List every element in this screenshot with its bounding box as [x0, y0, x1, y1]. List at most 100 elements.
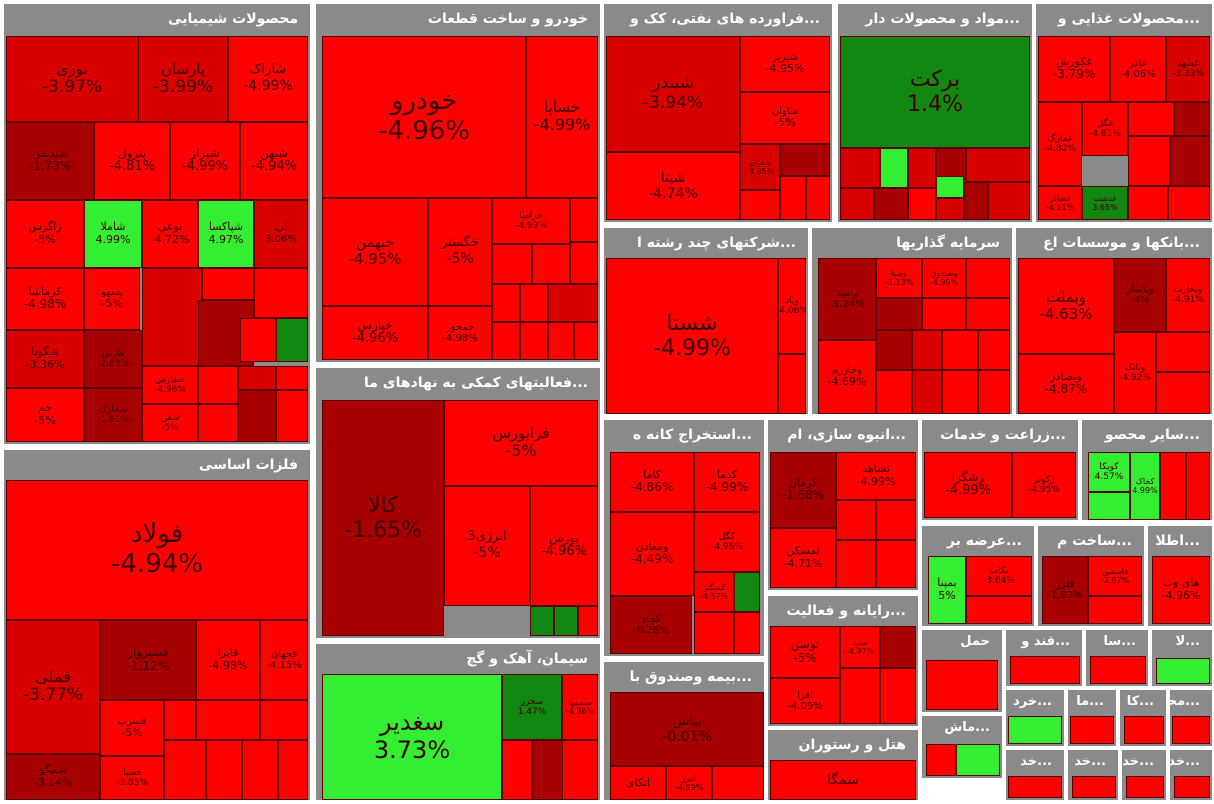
stock-tile[interactable]: سغدیر 3.73%	[322, 674, 502, 800]
stock-tile[interactable]: پسهو -5%	[84, 268, 140, 330]
stock-tile-small[interactable]	[562, 740, 598, 800]
stock-tile-small[interactable]	[734, 572, 760, 612]
stock-tile[interactable]: بمپنا 5%	[928, 556, 966, 624]
stock-tile-small[interactable]	[922, 298, 966, 330]
stock-tile-small[interactable]	[1186, 452, 1210, 520]
stock-tile-small[interactable]	[964, 182, 988, 220]
stock-tile[interactable]: کخاک 4.99%	[1130, 452, 1160, 520]
stock-tile[interactable]: نوری -3.97%	[6, 36, 138, 122]
stock-tile[interactable]: کمنگنز -4.57%	[694, 572, 734, 612]
stock-tile[interactable]: زکوثر -4.95%	[1012, 452, 1076, 518]
stock-tile[interactable]: ومعادن -4.49%	[610, 512, 694, 596]
stock-tile[interactable]: غشاذر -4.11%	[1038, 186, 1082, 220]
stock-tile-small[interactable]	[492, 284, 520, 322]
stock-tile-small[interactable]	[926, 744, 956, 776]
stock-tile[interactable]: غشهد -3.33%	[1166, 36, 1210, 102]
stock-tile-small[interactable]	[936, 198, 964, 220]
stock-tile[interactable]: ثمسکن -4.71%	[770, 528, 836, 588]
stock-tile-small[interactable]	[1090, 656, 1146, 684]
stock-tile[interactable]: وصنا -3.13%	[876, 258, 922, 298]
stock-tile-small[interactable]	[1156, 658, 1210, 684]
stock-tile[interactable]: وبملت -4.63%	[1018, 258, 1114, 354]
stock-tile-small[interactable]	[548, 322, 574, 360]
stock-tile[interactable]: فملی -3.77%	[6, 620, 100, 754]
stock-tile[interactable]: های وب -4.96%	[1152, 556, 1210, 624]
stock-tile[interactable]: کچاد -0.28%	[610, 596, 692, 654]
stock-tile-small[interactable]	[912, 330, 942, 370]
stock-tile[interactable]: شپدیس -1.73%	[6, 122, 94, 200]
stock-tile-small[interactable]	[734, 612, 760, 654]
stock-tile-small[interactable]	[908, 188, 936, 220]
stock-tile[interactable]: کرماشا -4.98%	[6, 268, 84, 330]
stock-tile[interactable]: کاما -4.86%	[610, 452, 694, 512]
stock-tile[interactable]: غدشت 3.65%	[1082, 186, 1128, 220]
stock-tile-small[interactable]	[574, 322, 598, 360]
stock-tile[interactable]: وصندوق -4.99%	[922, 258, 966, 298]
stock-tile-small[interactable]	[694, 612, 734, 654]
stock-tile[interactable]: نوعی -4.72%	[142, 200, 198, 268]
stock-tile-small[interactable]	[1156, 372, 1210, 414]
stock-tile-small[interactable]	[532, 244, 570, 284]
stock-tile-small[interactable]	[238, 366, 276, 390]
stock-tile-small[interactable]	[966, 148, 1030, 182]
stock-tile[interactable]: شاراک -4.99%	[228, 36, 308, 122]
stock-tile[interactable]: بپاس -0.01%	[610, 692, 764, 766]
stock-tile[interactable]: فلزر -1.93%	[1042, 556, 1088, 624]
stock-tile-small[interactable]	[1168, 186, 1210, 220]
stock-tile[interactable]: شستا -4.99%	[606, 258, 778, 414]
stock-tile-small[interactable]	[570, 198, 598, 242]
stock-tile-small[interactable]	[966, 596, 1032, 624]
stock-tile-small[interactable]	[240, 318, 276, 362]
stock-tile-small[interactable]	[242, 740, 278, 800]
stock-tile-small[interactable]	[238, 390, 276, 442]
stock-tile-small[interactable]	[740, 190, 780, 220]
stock-tile[interactable]: پارسان -3.99%	[138, 36, 228, 122]
stock-tile[interactable]: فسرب -5%	[100, 700, 164, 756]
stock-tile[interactable]: شبریز -4.95%	[740, 36, 830, 92]
stock-tile[interactable]: شبندر -3.94%	[606, 36, 740, 152]
stock-tile-small[interactable]	[966, 298, 1010, 330]
stock-tile[interactable]: کالا -1.65%	[322, 400, 444, 636]
stock-tile[interactable]: کگل -4.96%	[694, 512, 760, 572]
stock-tile[interactable]: فولاد -4.94%	[6, 480, 308, 620]
stock-tile-small[interactable]	[548, 284, 598, 322]
stock-tile-small[interactable]	[978, 370, 1010, 414]
stock-tile[interactable]: خزامیا -4.99%	[492, 198, 570, 244]
stock-tile-small[interactable]	[254, 268, 308, 318]
stock-tile-small[interactable]	[1008, 716, 1062, 744]
stock-tile[interactable]: شگویا -3.36%	[6, 330, 84, 388]
stock-tile[interactable]: غاذر -4.06%	[1110, 36, 1166, 102]
stock-tile-small[interactable]	[880, 626, 916, 668]
stock-tile-small[interactable]	[1156, 332, 1210, 372]
stock-tile[interactable]: شبهن -4.94%	[240, 122, 308, 200]
stock-tile[interactable]: شمگو -3.14%	[6, 754, 100, 800]
stock-tile[interactable]: وخارزم -4.69%	[818, 340, 876, 414]
stock-tile-small[interactable]	[836, 540, 876, 588]
stock-tile-small[interactable]	[778, 354, 806, 414]
stock-tile[interactable]: سپ -4.97%	[840, 626, 880, 668]
stock-tile[interactable]: شپنا -4.74%	[606, 152, 740, 220]
stock-tile-small[interactable]	[926, 660, 998, 710]
stock-tile-small[interactable]	[1124, 716, 1164, 744]
stock-tile-small[interactable]	[578, 606, 598, 636]
stock-tile-small[interactable]	[520, 322, 548, 360]
stock-tile-small[interactable]	[142, 268, 202, 366]
stock-tile-small[interactable]	[1170, 136, 1210, 186]
stock-tile[interactable]: خبهمن -4.95%	[322, 198, 428, 306]
stock-tile[interactable]: کرمان -1.68%	[770, 452, 836, 528]
stock-tile-small[interactable]	[554, 606, 578, 636]
stock-tile[interactable]: خگستر -5%	[428, 198, 492, 306]
stock-tile-small[interactable]	[966, 258, 1010, 298]
stock-tile[interactable]: انرژی3 -5%	[444, 486, 530, 606]
stock-tile-small[interactable]	[840, 668, 880, 724]
stock-tile-small[interactable]	[876, 540, 916, 588]
stock-tile-small[interactable]	[880, 668, 916, 724]
stock-tile-small[interactable]	[780, 144, 830, 176]
stock-tile[interactable]: وتجارت -4.91%	[1166, 258, 1210, 332]
stock-tile[interactable]: فارس -2.83%	[84, 330, 142, 388]
stock-tile-small[interactable]	[1174, 102, 1210, 136]
stock-tile-small[interactable]	[876, 500, 916, 540]
stock-tile-small[interactable]	[1010, 656, 1080, 684]
stock-tile-small[interactable]	[198, 366, 238, 404]
stock-tile[interactable]: شتران -3.85%	[740, 144, 780, 190]
